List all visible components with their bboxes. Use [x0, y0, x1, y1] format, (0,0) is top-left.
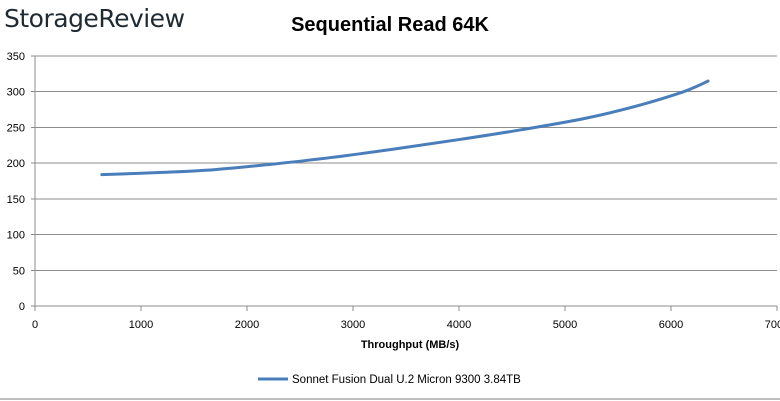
legend: Sonnet Fusion Dual U.2 Micron 9300 3.84T…	[258, 374, 521, 386]
legend-label: Sonnet Fusion Dual U.2 Micron 9300 3.84T…	[292, 374, 521, 386]
storagereview-logo: StorageReview	[4, 4, 185, 33]
x-tick-label: 7000	[765, 319, 780, 331]
x-tick-label: 2000	[235, 319, 259, 331]
y-tick-label: 100	[7, 230, 25, 242]
y-tick-label: 50	[13, 265, 25, 277]
y-tick-label: 250	[7, 122, 25, 134]
x-tick-label: 1000	[129, 319, 153, 331]
y-tick-label: 200	[7, 158, 25, 170]
x-tick-label: 3000	[341, 319, 365, 331]
x-tick-label: 4000	[447, 319, 471, 331]
series-line	[100, 79, 710, 177]
y-tick-labels: 0 50 100 150 200 250 300 350	[7, 51, 25, 313]
x-tick-label: 0	[32, 319, 38, 331]
x-tick-label: 6000	[659, 319, 683, 331]
series-lines	[100, 79, 710, 177]
chart-title: Sequential Read 64K	[291, 14, 489, 36]
axes	[31, 55, 778, 311]
gridlines	[35, 55, 777, 271]
x-axis-label: Throughput (MB/s)	[361, 339, 460, 351]
y-tick-label: 0	[19, 301, 25, 313]
x-tick-label: 5000	[553, 319, 577, 331]
y-tick-label: 300	[7, 87, 25, 99]
y-tick-label: 350	[7, 51, 25, 63]
x-tick-labels: 0 1000 2000 3000 4000 5000 6000 7000	[32, 319, 780, 331]
y-tick-label: 150	[7, 194, 25, 206]
